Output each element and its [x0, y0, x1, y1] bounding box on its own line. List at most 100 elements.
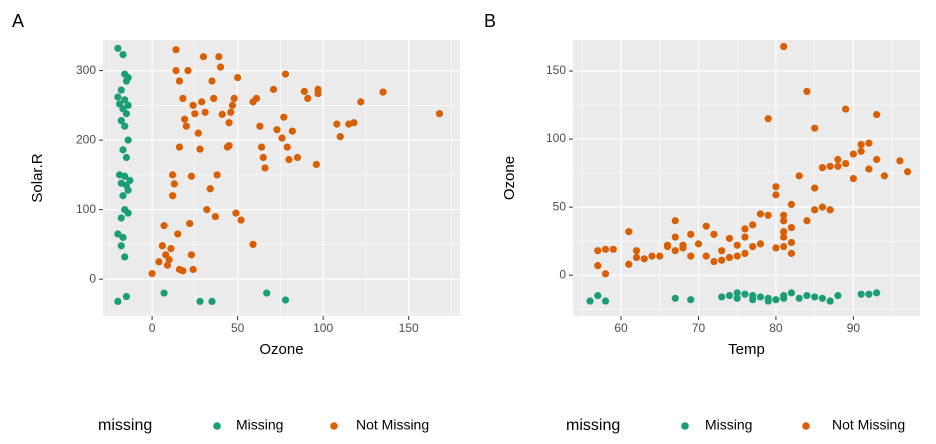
- y-axis-title: Solar.R: [29, 153, 46, 202]
- point: [288, 127, 296, 135]
- point: [208, 77, 216, 85]
- point: [811, 184, 819, 192]
- x-tick-label: 150: [399, 321, 419, 335]
- point: [780, 228, 788, 236]
- point: [213, 171, 221, 179]
- point: [787, 289, 796, 297]
- point: [601, 297, 610, 305]
- point: [741, 249, 749, 257]
- point: [586, 297, 594, 305]
- point: [834, 162, 842, 170]
- point: [865, 165, 873, 173]
- point: [648, 252, 656, 260]
- point: [199, 53, 208, 61]
- point: [594, 262, 602, 270]
- legend-label: Not Missing: [832, 417, 905, 433]
- point: [182, 122, 190, 130]
- point: [733, 289, 741, 297]
- point: [772, 244, 780, 252]
- legend-label: Missing: [705, 417, 752, 433]
- point: [687, 296, 695, 304]
- point: [122, 77, 131, 85]
- point: [336, 133, 344, 141]
- point: [379, 88, 387, 96]
- point: [283, 143, 291, 151]
- point: [169, 171, 177, 179]
- point: [811, 293, 819, 301]
- panel-label: A: [12, 11, 24, 31]
- point: [749, 221, 757, 229]
- point: [119, 50, 127, 59]
- point: [155, 258, 163, 266]
- point: [215, 53, 223, 61]
- point: [273, 126, 281, 134]
- point: [826, 297, 834, 305]
- point: [256, 122, 264, 130]
- point: [333, 120, 341, 128]
- y-tick-label: 50: [553, 199, 567, 213]
- legend-key: [681, 422, 689, 430]
- point: [300, 87, 308, 96]
- point: [227, 108, 235, 116]
- point: [787, 200, 796, 209]
- point: [280, 113, 288, 121]
- point: [865, 139, 873, 147]
- point: [170, 180, 178, 188]
- y-axis-title: Ozone: [501, 156, 518, 200]
- x-axis-title: Ozone: [259, 341, 303, 358]
- point: [632, 253, 641, 262]
- point: [594, 291, 602, 300]
- point: [834, 291, 842, 300]
- point: [179, 267, 187, 275]
- point: [764, 115, 772, 123]
- point: [687, 252, 695, 260]
- point: [772, 183, 780, 191]
- point: [179, 94, 187, 102]
- point: [787, 249, 796, 257]
- point: [756, 240, 765, 248]
- point: [263, 289, 271, 297]
- y-tick-label: 100: [546, 131, 566, 145]
- point: [656, 252, 664, 260]
- point: [780, 233, 788, 241]
- point: [218, 110, 226, 118]
- point: [234, 73, 242, 82]
- point: [117, 117, 125, 125]
- point: [225, 142, 233, 150]
- point: [285, 155, 293, 164]
- point: [687, 230, 695, 238]
- point: [764, 211, 772, 219]
- point: [725, 234, 734, 243]
- point: [281, 70, 290, 78]
- point: [733, 241, 741, 249]
- point: [780, 217, 788, 225]
- point: [194, 129, 202, 137]
- point: [252, 94, 261, 102]
- panel-background: [103, 40, 460, 316]
- point: [278, 134, 286, 142]
- point: [842, 105, 850, 113]
- point: [160, 222, 168, 230]
- point: [671, 247, 679, 255]
- point: [124, 209, 132, 217]
- point: [842, 159, 850, 168]
- point: [741, 290, 749, 298]
- point: [733, 252, 741, 260]
- point: [293, 153, 302, 162]
- point: [795, 172, 803, 180]
- point: [210, 94, 218, 102]
- point: [671, 294, 679, 302]
- x-tick-label: 50: [231, 321, 245, 335]
- point: [114, 93, 122, 101]
- point: [741, 233, 749, 241]
- point: [165, 256, 173, 264]
- point: [216, 63, 225, 71]
- point: [314, 89, 322, 98]
- point: [167, 244, 175, 253]
- point: [772, 296, 780, 304]
- point: [172, 46, 180, 54]
- point: [357, 98, 365, 106]
- point: [857, 290, 865, 298]
- y-tick-label: 300: [76, 63, 96, 77]
- point: [904, 168, 912, 176]
